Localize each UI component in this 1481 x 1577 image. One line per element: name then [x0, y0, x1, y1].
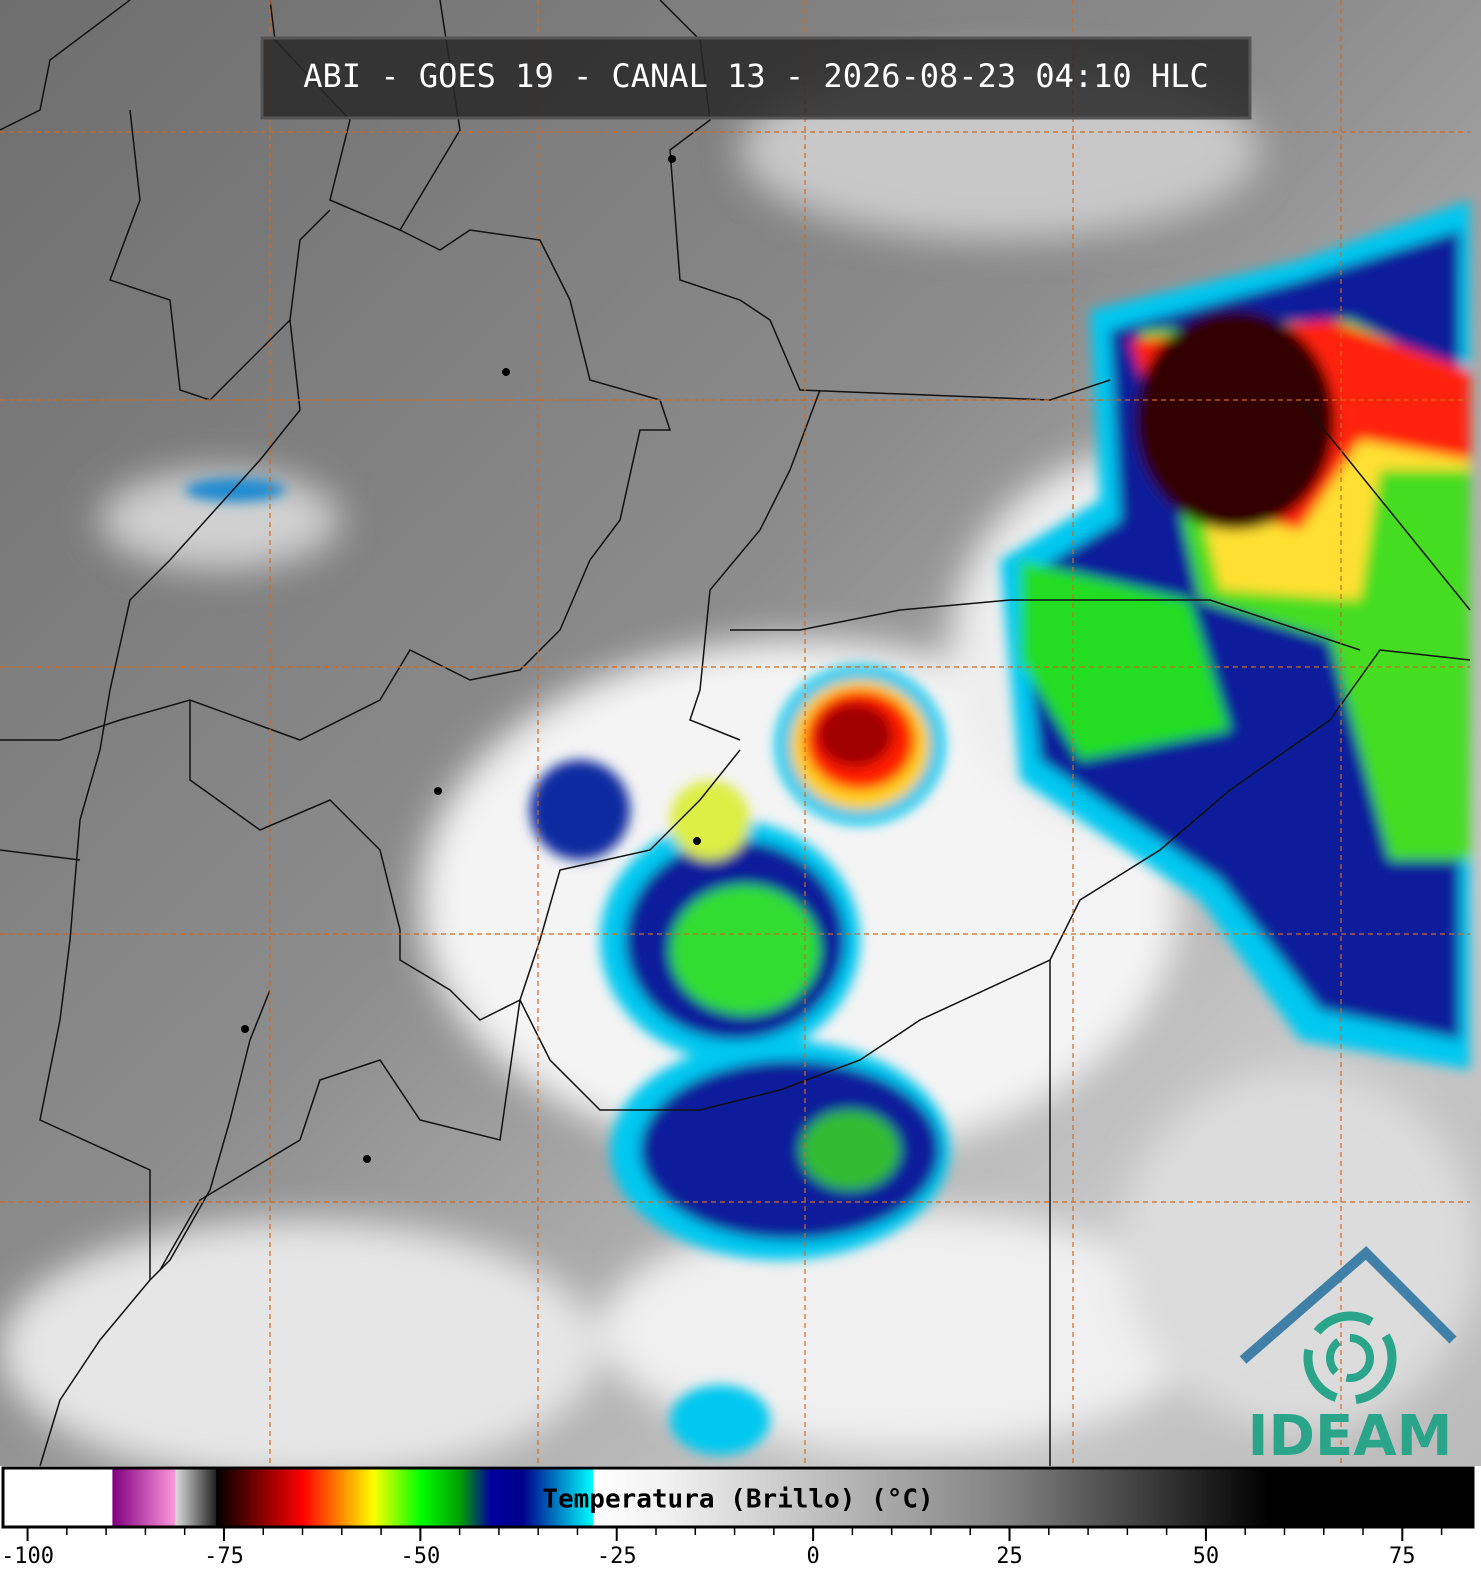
- colorbar-segment: [4, 1469, 113, 1526]
- colorbar-segment: [263, 1469, 304, 1526]
- tick-label: -25: [597, 1544, 637, 1569]
- colorbar-segment: [341, 1469, 374, 1526]
- tick-label: -100: [1, 1544, 54, 1569]
- storm-cells: [185, 200, 1470, 1455]
- colorbar-segment: [216, 1469, 264, 1526]
- logo: IDEAM: [1239, 1246, 1457, 1469]
- tick-label: 75: [1389, 1544, 1416, 1569]
- colorbar: [4, 1469, 1474, 1526]
- colorbar-label: Temperatura (Brillo) (°C): [542, 1485, 933, 1515]
- colorbar-segment: [175, 1469, 217, 1526]
- tick-label: 0: [807, 1544, 820, 1569]
- colorbar-segment: [593, 1469, 673, 1526]
- colorbar-segment: [302, 1469, 343, 1526]
- colorbar-segment: [420, 1469, 461, 1526]
- title-box: [260, 36, 1252, 120]
- colorbar-segment: [112, 1469, 176, 1526]
- tick-label: -75: [204, 1544, 244, 1569]
- graticule: [0, 0, 1470, 1466]
- colorbar-segment: [671, 1469, 1011, 1526]
- colorbar-segment: [1009, 1469, 1270, 1526]
- borders: [0, 0, 1471, 1467]
- tick-label: 50: [1193, 1544, 1220, 1569]
- colorbar-segment: [522, 1469, 594, 1526]
- tick-label: 25: [996, 1544, 1023, 1569]
- colorbar-segment: [1268, 1469, 1474, 1526]
- tick-label: -50: [400, 1544, 440, 1569]
- colorbar-segment: [491, 1469, 523, 1526]
- logo-text: IDEAM: [1248, 1404, 1453, 1469]
- colorbar-frame: [1, 1466, 1475, 1529]
- colorbar-segment: [373, 1469, 421, 1526]
- city-markers: [241, 155, 701, 1163]
- title: ABI - GOES 19 - CANAL 13 - 2026-08-23 04…: [303, 57, 1208, 95]
- colorbar-segment: [459, 1469, 492, 1526]
